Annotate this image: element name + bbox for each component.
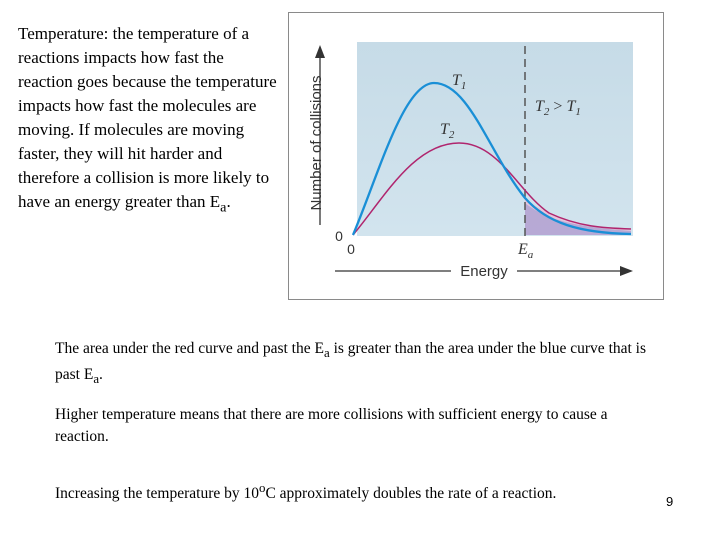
note-higher-temperature: Higher temperature means that there are … bbox=[55, 406, 608, 445]
x-axis-label: Energy bbox=[460, 263, 508, 280]
origin-y-label: 0 bbox=[335, 228, 343, 244]
intro-tail: . bbox=[226, 192, 231, 211]
intro-paragraph: Temperature: the temperature of a reacti… bbox=[18, 22, 280, 219]
collision-energy-figure: Number of collisions Energy 0 0 T1 T2 T2… bbox=[288, 12, 664, 300]
distribution-diagram: Number of collisions Energy 0 0 T1 T2 T2… bbox=[308, 42, 633, 280]
intro-subscript: a bbox=[220, 199, 227, 216]
intro-text: Temperature: the temperature of a reacti… bbox=[18, 24, 277, 211]
note-ten-degree-rule: Increasing the temperature by 10oC appro… bbox=[55, 480, 557, 503]
origin-x-label: 0 bbox=[347, 241, 355, 257]
temperature-relation-label: T2 > T1 bbox=[535, 98, 581, 118]
ea-axis-label: Ea bbox=[517, 241, 534, 261]
t2-label: T2 bbox=[440, 121, 455, 141]
slide-number: 9 bbox=[666, 494, 674, 509]
y-arrowhead-icon bbox=[315, 45, 325, 58]
curve-t1 bbox=[351, 81, 632, 236]
x-arrowhead-icon bbox=[620, 266, 633, 276]
plot-background bbox=[357, 42, 633, 236]
t1-label: T1 bbox=[452, 72, 466, 92]
curve-t2 bbox=[352, 142, 632, 236]
note-area-comparison: The area under the red curve and past th… bbox=[55, 340, 647, 387]
shaded-area-t1 bbox=[525, 203, 631, 235]
y-axis-label: Number of collisions bbox=[308, 75, 325, 210]
